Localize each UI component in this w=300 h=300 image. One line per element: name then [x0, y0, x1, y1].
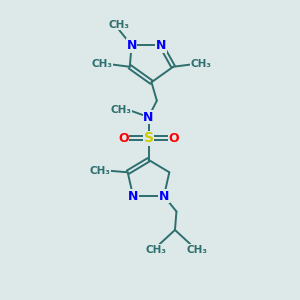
Text: CH₃: CH₃: [91, 59, 112, 69]
Text: CH₃: CH₃: [110, 106, 131, 116]
Text: O: O: [168, 132, 179, 145]
Text: CH₃: CH₃: [187, 244, 208, 255]
Text: N: N: [128, 190, 138, 202]
Text: CH₃: CH₃: [109, 20, 130, 30]
Text: CH₃: CH₃: [190, 59, 212, 69]
Text: N: N: [159, 190, 169, 202]
Text: O: O: [118, 132, 129, 145]
Text: CH₃: CH₃: [146, 244, 167, 255]
Text: N: N: [143, 110, 154, 124]
Text: N: N: [126, 39, 137, 52]
Text: CH₃: CH₃: [90, 166, 111, 176]
Text: S: S: [143, 131, 154, 146]
Text: N: N: [156, 39, 166, 52]
